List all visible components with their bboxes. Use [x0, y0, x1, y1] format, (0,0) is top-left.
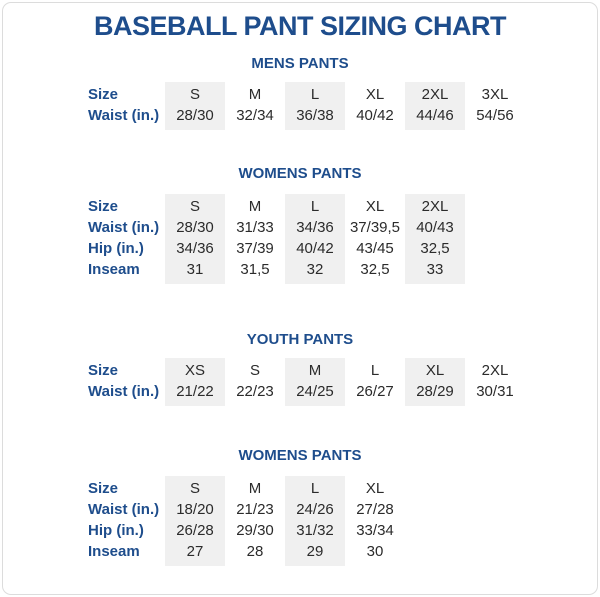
value-cell: 18/20 — [165, 499, 225, 521]
size-cell: L — [285, 476, 345, 500]
value-cell: 29/30 — [236, 522, 274, 539]
value-cell: 33 — [405, 259, 465, 284]
value-cell: 26/27 — [356, 383, 394, 400]
value-cell: 30/31 — [476, 383, 514, 400]
page-title: BASEBALL PANT SIZING CHART — [94, 11, 507, 41]
womens-pants-table: Size S M L XL 2XL Waist (in.) 28/30 31/3… — [88, 194, 597, 284]
value-cell: 32/34 — [236, 107, 274, 124]
value-cell: 27 — [165, 541, 225, 566]
value-cell: 31 — [165, 259, 225, 284]
value-cell: 21/22 — [165, 381, 225, 406]
size-cell: 3XL — [481, 86, 509, 103]
size-cell: XL — [365, 86, 385, 103]
mens-pants-table: Size S M L XL 2XL 3XL Waist (in.) 28/30 … — [88, 82, 597, 130]
size-cell: M — [248, 198, 262, 215]
size-cell: M — [248, 86, 262, 103]
section-heading: WOMENS PANTS — [238, 165, 362, 182]
row-label: Hip (in.) — [88, 522, 144, 539]
row-label: Inseam — [88, 261, 140, 278]
value-cell: 26/28 — [165, 520, 225, 542]
table-row-size: Size S M L XL 2XL — [88, 194, 597, 218]
value-cell: 27/28 — [356, 501, 394, 518]
section-mens-pants: MENS PANTS Size S M L XL 2XL 3XL Waist (… — [3, 56, 597, 130]
value-cell: 22/23 — [236, 383, 274, 400]
size-cell: L — [370, 362, 380, 379]
value-cell: 32,5 — [360, 261, 390, 278]
value-cell: 54/56 — [476, 107, 514, 124]
value-cell: 24/25 — [285, 381, 345, 406]
row-label: Size — [88, 480, 119, 497]
value-cell: 37/39,5 — [349, 219, 401, 236]
row-label: Waist (in.) — [88, 107, 160, 124]
value-cell: 32 — [285, 259, 345, 284]
size-cell: S — [249, 362, 260, 379]
value-cell: 40/42 — [356, 107, 394, 124]
row-label: Size — [88, 362, 119, 379]
size-cell: M — [248, 480, 262, 497]
size-cell: L — [285, 82, 345, 106]
value-cell: 32,5 — [405, 238, 465, 260]
table-row-hip: Hip (in.) 26/28 29/30 31/32 33/34 — [88, 520, 597, 542]
row-label: Waist (in.) — [88, 383, 160, 400]
womens-pants-table-2: Size S M L XL Waist (in.) 18/20 21/23 24… — [88, 476, 597, 566]
value-cell: 36/38 — [285, 105, 345, 130]
table-row-inseam: Inseam 27 28 29 30 — [88, 541, 597, 566]
value-cell: 30 — [366, 543, 384, 560]
value-cell: 37/39 — [236, 240, 274, 257]
section-heading: MENS PANTS — [251, 55, 349, 72]
table-row-waist: Waist (in.) 21/22 22/23 24/25 26/27 28/2… — [88, 381, 597, 406]
value-cell: 28/29 — [405, 381, 465, 406]
table-row-waist: Waist (in.) 18/20 21/23 24/26 27/28 — [88, 499, 597, 521]
value-cell: 28/30 — [165, 217, 225, 239]
row-label: Waist (in.) — [88, 501, 160, 518]
size-cell: M — [285, 358, 345, 382]
row-label: Size — [88, 198, 119, 215]
value-cell: 29 — [285, 541, 345, 566]
size-cell: 2XL — [405, 194, 465, 218]
table-row-size: Size S M L XL — [88, 476, 597, 500]
table-row-size: Size S M L XL 2XL 3XL — [88, 82, 597, 106]
section-womens-pants: WOMENS PANTS Size S M L XL 2XL Waist (in… — [3, 166, 597, 284]
value-cell: 43/45 — [356, 240, 394, 257]
value-cell: 34/36 — [165, 238, 225, 260]
size-cell: S — [165, 476, 225, 500]
size-cell: L — [285, 194, 345, 218]
row-label: Inseam — [88, 543, 140, 560]
size-cell: 2XL — [481, 362, 509, 379]
size-cell: XS — [165, 358, 225, 382]
table-row-size: Size XS S M L XL 2XL — [88, 358, 597, 382]
table-row-waist: Waist (in.) 28/30 31/33 34/36 37/39,5 40… — [88, 217, 597, 239]
size-cell: 2XL — [405, 82, 465, 106]
value-cell: 40/43 — [405, 217, 465, 239]
youth-pants-table: Size XS S M L XL 2XL Waist (in.) 21/22 2… — [88, 358, 597, 406]
row-label: Hip (in.) — [88, 240, 144, 257]
table-row-waist: Waist (in.) 28/30 32/34 36/38 40/42 44/4… — [88, 105, 597, 130]
value-cell: 31/33 — [236, 219, 274, 236]
value-cell: 28/30 — [165, 105, 225, 130]
value-cell: 24/26 — [285, 499, 345, 521]
row-label: Waist (in.) — [88, 219, 160, 236]
table-row-inseam: Inseam 31 31,5 32 32,5 33 — [88, 259, 597, 284]
value-cell: 33/34 — [356, 522, 394, 539]
size-cell: XL — [365, 198, 385, 215]
section-heading: WOMENS PANTS — [238, 447, 362, 464]
value-cell: 21/23 — [236, 501, 274, 518]
section-womens-pants-2: WOMENS PANTS Size S M L XL Waist (in.) 1… — [3, 448, 597, 566]
value-cell: 40/42 — [285, 238, 345, 260]
value-cell: 34/36 — [285, 217, 345, 239]
value-cell: 31/32 — [285, 520, 345, 542]
value-cell: 31,5 — [240, 261, 270, 278]
size-cell: XL — [405, 358, 465, 382]
size-cell: XL — [365, 480, 385, 497]
value-cell: 28 — [246, 543, 264, 560]
value-cell: 44/46 — [405, 105, 465, 130]
row-label: Size — [88, 86, 119, 103]
size-cell: S — [165, 82, 225, 106]
table-row-hip: Hip (in.) 34/36 37/39 40/42 43/45 32,5 — [88, 238, 597, 260]
size-cell: S — [165, 194, 225, 218]
section-heading: YOUTH PANTS — [246, 331, 354, 348]
section-youth-pants: YOUTH PANTS Size XS S M L XL 2XL Waist (… — [3, 332, 597, 406]
